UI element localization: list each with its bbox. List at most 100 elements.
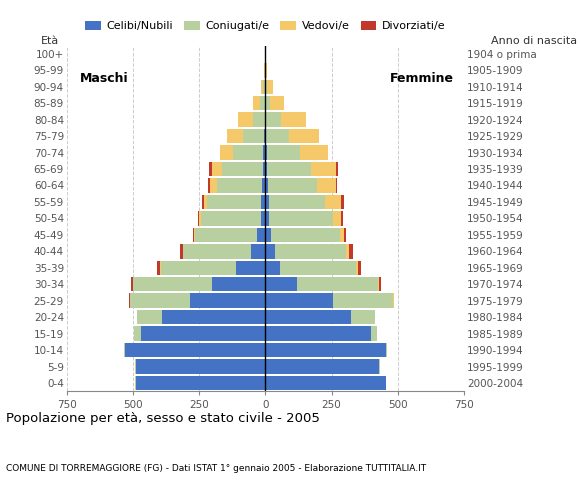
Bar [134,326,141,341]
Text: Femmine: Femmine [390,72,454,85]
Bar [251,244,266,259]
Bar [266,261,280,275]
Bar [266,96,270,110]
Bar [266,145,267,160]
Bar [209,162,212,176]
Bar [378,277,379,291]
Bar [269,211,333,226]
Bar [190,293,266,308]
Bar [201,211,260,226]
Bar [266,293,333,308]
Bar [183,244,251,259]
Bar [266,63,267,78]
Bar [263,145,266,160]
Bar [212,162,222,176]
Bar [311,162,336,176]
Bar [266,178,268,193]
Bar [346,244,349,259]
Bar [161,261,236,275]
Bar [300,145,328,160]
Bar [351,310,375,324]
Text: COMUNE DI TORREMAGGIORE (FG) - Dati ISTAT 1° gennaio 2005 - Elaborazione TUTTITA: COMUNE DI TORREMAGGIORE (FG) - Dati ISTA… [6,464,426,473]
Bar [208,178,210,193]
Bar [266,343,386,357]
Bar [263,80,266,94]
Bar [266,112,281,127]
Bar [266,80,267,94]
Bar [266,162,267,176]
Bar [263,162,266,176]
Bar [136,359,266,374]
Bar [333,293,393,308]
Bar [266,211,269,226]
Bar [266,228,271,242]
Bar [258,228,266,242]
Text: Anno di nascita: Anno di nascita [491,36,577,46]
Bar [130,293,190,308]
Bar [336,178,338,193]
Bar [269,195,325,209]
Bar [207,195,262,209]
Bar [281,112,306,127]
Bar [266,310,351,324]
Bar [236,261,266,275]
Bar [317,178,336,193]
Bar [162,310,266,324]
Bar [266,277,297,291]
Bar [267,80,273,94]
Bar [266,129,289,144]
Bar [349,244,353,259]
Bar [125,343,266,357]
Bar [198,211,200,226]
Bar [193,228,194,242]
Bar [157,261,160,275]
Bar [222,162,263,176]
Bar [339,228,344,242]
Bar [194,228,195,242]
Bar [200,211,201,226]
Bar [137,310,162,324]
Text: Età: Età [41,36,59,46]
Bar [202,195,204,209]
Bar [124,343,125,357]
Bar [280,261,356,275]
Bar [333,211,342,226]
Bar [268,178,317,193]
Bar [264,63,266,78]
Bar [262,195,266,209]
Bar [342,211,343,226]
Bar [227,129,243,144]
Bar [344,228,346,242]
Bar [210,178,217,193]
Bar [204,195,207,209]
Bar [266,359,379,374]
Bar [341,195,344,209]
Bar [266,195,269,209]
Bar [131,277,133,291]
Bar [238,112,253,127]
Legend: Celibi/Nubili, Coniugati/e, Vedovi/e, Divorziati/e: Celibi/Nubili, Coniugati/e, Vedovi/e, Di… [81,17,450,36]
Bar [267,145,300,160]
Bar [266,244,275,259]
Text: Maschi: Maschi [79,72,128,85]
Bar [271,228,339,242]
Bar [336,162,338,176]
Bar [195,228,258,242]
Bar [356,261,357,275]
Bar [297,277,378,291]
Bar [212,277,266,291]
Bar [133,277,212,291]
Bar [276,244,346,259]
Bar [141,326,266,341]
Bar [243,129,264,144]
Bar [357,261,361,275]
Bar [264,129,266,144]
Bar [217,178,262,193]
Bar [267,162,311,176]
Bar [220,145,233,160]
Bar [270,96,284,110]
Bar [266,326,371,341]
Bar [253,112,264,127]
Bar [233,145,263,160]
Text: Popolazione per età, sesso e stato civile - 2005: Popolazione per età, sesso e stato civil… [6,412,320,425]
